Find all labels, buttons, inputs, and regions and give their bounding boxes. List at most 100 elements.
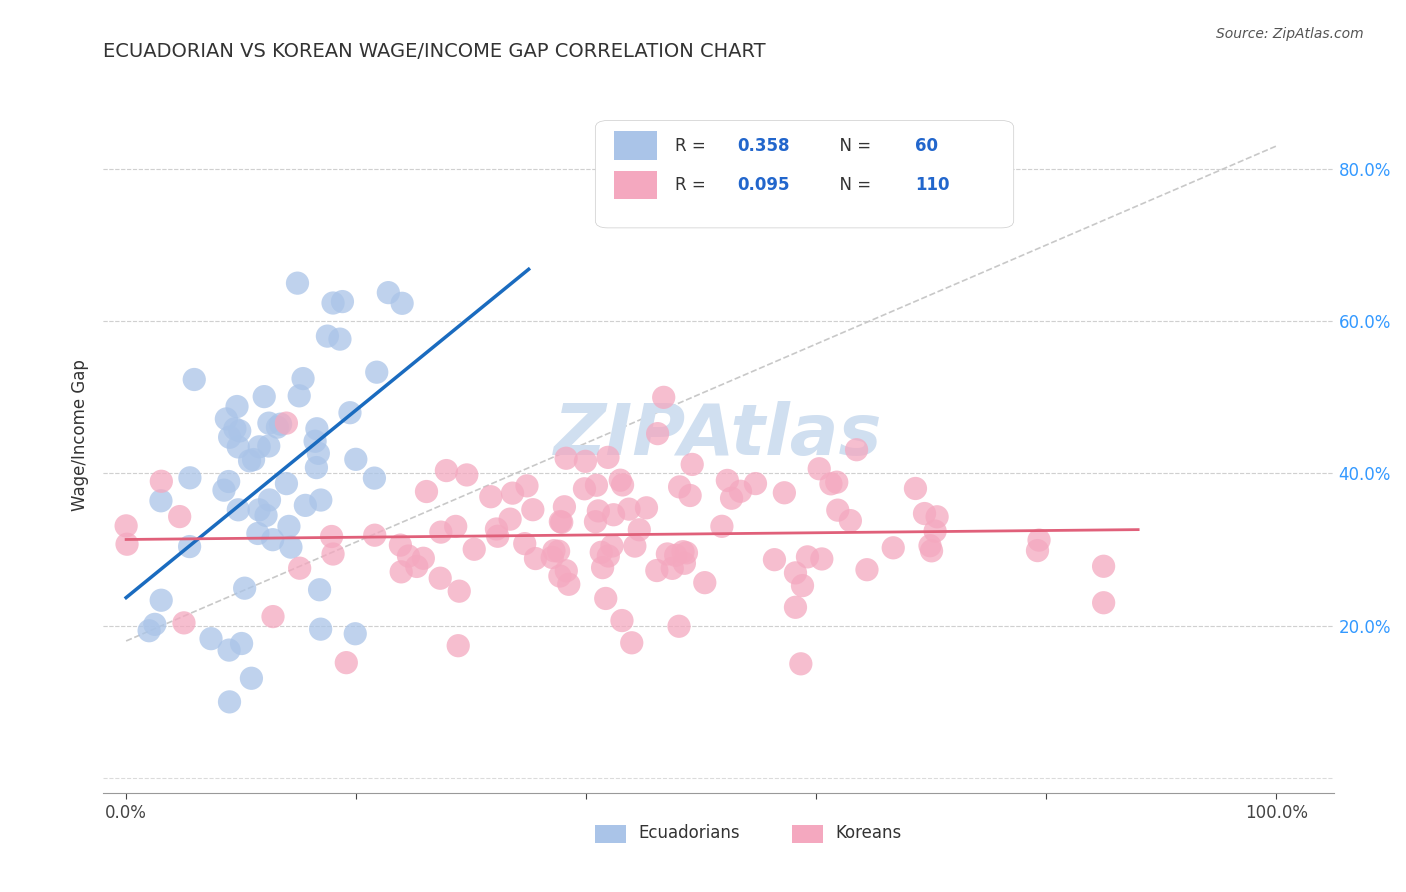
Koreans: [595, 591, 617, 606]
Koreans: [548, 569, 571, 583]
Koreans: [513, 536, 536, 550]
Koreans: [398, 549, 420, 563]
Koreans: [647, 426, 669, 441]
Koreans: [681, 458, 703, 472]
Koreans: [516, 479, 538, 493]
Ecuadorians: [305, 460, 328, 475]
Koreans: [479, 490, 502, 504]
Ecuadorians: [238, 454, 260, 468]
Koreans: [668, 480, 690, 494]
Koreans: [610, 614, 633, 628]
Text: 0.095: 0.095: [737, 176, 789, 194]
Koreans: [820, 476, 842, 491]
Koreans: [792, 579, 814, 593]
Ecuadorians: [316, 329, 339, 343]
Y-axis label: Wage/Income Gap: Wage/Income Gap: [72, 359, 89, 511]
Koreans: [657, 547, 679, 561]
Koreans: [921, 544, 943, 558]
Koreans: [150, 475, 173, 489]
Koreans: [673, 556, 696, 570]
Koreans: [173, 615, 195, 630]
Ecuadorians: [143, 617, 166, 632]
Koreans: [827, 503, 849, 517]
Koreans: [276, 416, 298, 430]
Koreans: [1026, 543, 1049, 558]
Koreans: [796, 549, 818, 564]
Ecuadorians: [218, 643, 240, 657]
Ecuadorians: [377, 285, 399, 300]
Koreans: [522, 502, 544, 516]
Ecuadorians: [150, 593, 173, 607]
Text: 60: 60: [915, 136, 938, 154]
Ecuadorians: [212, 483, 235, 498]
Koreans: [675, 546, 697, 560]
Koreans: [335, 656, 357, 670]
Ecuadorians: [339, 406, 361, 420]
Koreans: [924, 524, 946, 538]
Ecuadorians: [391, 296, 413, 310]
Koreans: [839, 514, 862, 528]
Koreans: [720, 491, 742, 506]
Ecuadorians: [288, 389, 311, 403]
Koreans: [710, 519, 733, 533]
Koreans: [115, 537, 138, 551]
Ecuadorians: [309, 622, 332, 636]
Ecuadorians: [280, 540, 302, 554]
Koreans: [1028, 533, 1050, 548]
Koreans: [1092, 596, 1115, 610]
Koreans: [555, 451, 578, 466]
Koreans: [574, 454, 596, 468]
Koreans: [486, 529, 509, 543]
Ecuadorians: [247, 440, 270, 454]
Koreans: [612, 478, 634, 492]
Koreans: [585, 478, 607, 492]
Ecuadorians: [246, 526, 269, 541]
Ecuadorians: [226, 440, 249, 454]
Koreans: [115, 519, 138, 533]
Ecuadorians: [344, 626, 367, 640]
Koreans: [429, 571, 451, 585]
Koreans: [927, 509, 949, 524]
Ecuadorians: [226, 400, 249, 414]
Text: 110: 110: [915, 176, 950, 194]
Koreans: [785, 566, 807, 580]
Ecuadorians: [179, 471, 201, 485]
Ecuadorians: [231, 636, 253, 650]
Ecuadorians: [329, 332, 352, 346]
FancyBboxPatch shape: [595, 120, 1014, 227]
Koreans: [856, 563, 879, 577]
Text: Ecuadorians: Ecuadorians: [638, 823, 740, 841]
Koreans: [645, 564, 668, 578]
Koreans: [444, 519, 467, 533]
Koreans: [624, 539, 647, 553]
Ecuadorians: [218, 695, 240, 709]
Koreans: [585, 515, 607, 529]
Ecuadorians: [304, 434, 326, 449]
Koreans: [596, 450, 619, 465]
Ecuadorians: [226, 503, 249, 517]
Ecuadorians: [363, 471, 385, 485]
Koreans: [693, 575, 716, 590]
Ecuadorians: [215, 412, 238, 426]
Koreans: [620, 636, 643, 650]
Ecuadorians: [278, 519, 301, 533]
Koreans: [600, 539, 623, 553]
Koreans: [914, 507, 936, 521]
Koreans: [808, 462, 831, 476]
Koreans: [592, 560, 614, 574]
Koreans: [321, 529, 343, 543]
Ecuadorians: [309, 493, 332, 508]
Koreans: [591, 545, 613, 559]
Koreans: [543, 543, 565, 558]
Koreans: [790, 657, 813, 671]
Koreans: [547, 544, 569, 558]
Koreans: [499, 512, 522, 526]
Ecuadorians: [253, 390, 276, 404]
Ecuadorians: [247, 503, 270, 517]
Koreans: [449, 584, 471, 599]
Ecuadorians: [259, 492, 281, 507]
Ecuadorians: [287, 276, 309, 290]
Koreans: [541, 550, 564, 565]
Koreans: [763, 552, 786, 566]
Ecuadorians: [308, 582, 330, 597]
